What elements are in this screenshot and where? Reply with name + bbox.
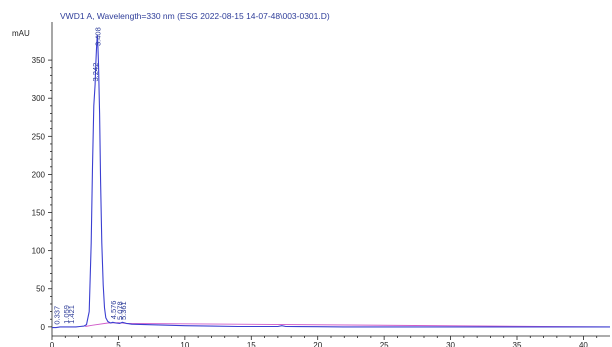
peak-label: 5.361 [119,301,128,320]
x-tick-label: 30 [446,341,455,347]
peak-label: 4.576 [109,301,118,320]
x-tick-label: 20 [313,341,322,347]
y-tick-label: 300 [32,94,46,103]
peak-label: 3.242 [91,63,100,82]
x-tick-label: 40 [579,341,588,347]
y-tick-label: 0 [41,323,46,332]
x-tick-label: 35 [513,341,522,347]
axes: 0 50 100 150 200 250 300 350 0 5 10 15 20 25 30 35 40 [32,22,610,347]
x-tick-label: 15 [247,341,256,347]
y-tick-label: 200 [32,170,46,179]
chart-title: VWD1 A, Wavelength=330 nm (ESG 2022-08-1… [60,11,330,21]
x-tick-label: 5 [116,341,121,347]
peak-label: 1.421 [67,305,76,324]
y-tick-label: 100 [32,247,46,256]
x-tick-label: 0 [50,341,55,347]
y-tick-label: 150 [32,209,46,218]
x-tick-label: 10 [180,341,189,347]
plot-area [52,34,611,329]
series-line [52,34,610,329]
peak-label: 0.337 [52,306,61,325]
x-tick-label: 25 [380,341,389,347]
y-tick-label: 350 [32,56,46,65]
peak-label: 5.078 [115,301,124,320]
peak-label: 3.408 [93,27,102,46]
y-axis-label: mAU [12,29,30,38]
y-tick-label: 50 [36,285,45,294]
y-tick-label: 250 [32,132,46,141]
peak-label: 1.059 [62,305,71,324]
